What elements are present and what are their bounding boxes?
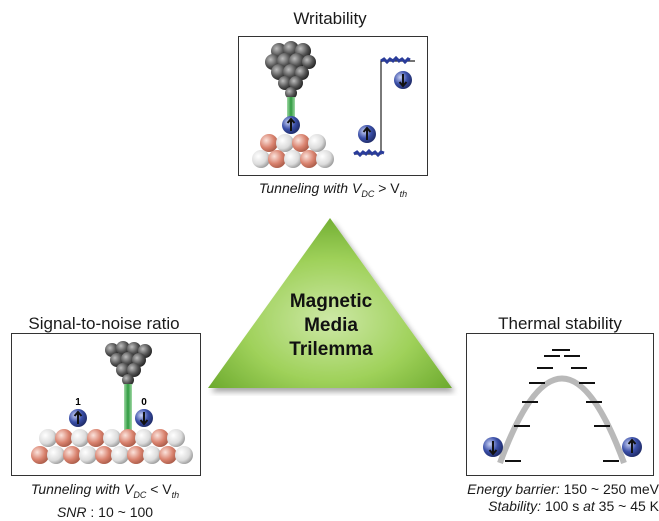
energy-levels — [505, 349, 619, 462]
tunneling-beam-snr — [124, 384, 132, 430]
spin-up-atom — [282, 116, 300, 134]
switching-trace — [353, 55, 415, 158]
writability-caption: Tunneling with VDC > Vth — [258, 180, 408, 199]
writability-panel — [238, 36, 428, 176]
spin-up-state-icon — [622, 437, 642, 457]
spin-down-state-icon — [483, 437, 503, 457]
thermal-title: Thermal stability — [498, 314, 622, 333]
thermal-caption: Energy barrier: 150 ~ 250 meV Stability:… — [467, 481, 659, 514]
energy-barrier-plot — [483, 349, 642, 465]
state-label-0: 0 — [141, 397, 147, 408]
trace-spin-down-icon — [394, 71, 412, 89]
trilemma-line-3: Trilemma — [289, 339, 373, 360]
trilemma-line-1: Magnetic — [289, 291, 373, 312]
writability-illustration — [252, 41, 415, 168]
barrier-curve — [497, 375, 627, 465]
thermal-panel — [466, 333, 654, 476]
spin-down-bit-icon — [135, 409, 153, 427]
snr-illustration: 1 0 — [31, 341, 193, 464]
trilemma-triangle — [208, 218, 452, 388]
snr-title: Signal-to-noise ratio — [28, 314, 180, 333]
tunneling-beam — [287, 97, 295, 119]
snr-panel: 1 0 — [11, 333, 201, 476]
stm-tip-snr — [105, 341, 152, 386]
snr-caption: Tunneling with VDC < Vth SNR : 10 ~ 100 — [30, 481, 180, 520]
trilemma-label: Magnetic Media Trilemma — [260, 290, 402, 362]
surface-lattice-snr — [31, 429, 193, 464]
trace-spin-up-icon — [358, 125, 376, 143]
state-label-1: 1 — [75, 397, 81, 408]
stm-tip — [265, 41, 316, 99]
trilemma-line-2: Media — [304, 315, 358, 336]
surface-lattice — [252, 134, 334, 168]
spin-up-bit-icon — [69, 409, 87, 427]
writability-title: Writability — [293, 9, 367, 28]
